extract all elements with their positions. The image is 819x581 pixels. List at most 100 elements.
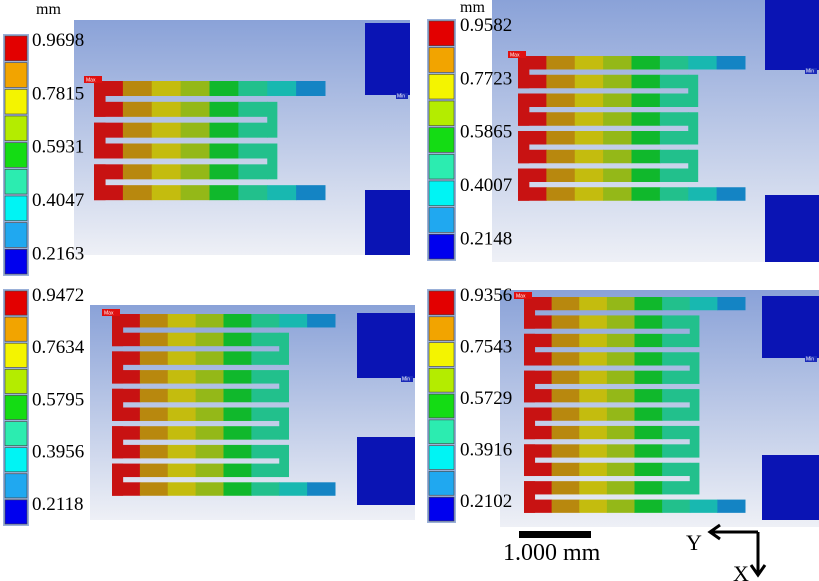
beam-segment: [574, 93, 604, 107]
beam-segment: [631, 112, 661, 126]
colorbar-swatch: [4, 473, 28, 499]
result-panel: Max Min 0.9698 0.7815 0.5931 0.4047 0.2163 mm: [3, 1, 410, 276]
beam-segment: [267, 185, 297, 201]
colorbar-swatch: [428, 100, 455, 126]
beam-segment: [579, 425, 608, 440]
beam-segment: [139, 370, 169, 384]
beam-segment: [606, 444, 635, 458]
beam-segment: [180, 101, 210, 117]
beam-segment: [688, 187, 718, 201]
colorbar-swatch: [428, 290, 455, 316]
beam-segment: [606, 425, 635, 440]
beam-segment: [139, 351, 169, 365]
beam-segment: [238, 81, 268, 96]
beam-anchor-connector: [518, 93, 530, 126]
beam-segment: [195, 332, 224, 347]
beam-segment: [223, 444, 252, 459]
colorbar-swatch: [428, 207, 455, 233]
colorbar-tick-label: 0.7723: [460, 68, 512, 89]
beam-connector: [279, 332, 290, 365]
min-tag: [401, 376, 413, 382]
beam-segment: [139, 388, 169, 403]
beam-connector: [688, 74, 699, 107]
beam-segment: [151, 81, 182, 96]
beam-segment: [223, 482, 252, 496]
beam-segment: [167, 351, 197, 365]
max-tag: [514, 292, 532, 299]
beam-connector: [689, 352, 700, 384]
beam-segment: [139, 482, 169, 496]
beam-segment: [574, 112, 604, 126]
beam-segment: [662, 370, 691, 384]
beam-segment: [546, 93, 576, 107]
min-tag-label: Min: [806, 69, 814, 75]
anchor-pad: [357, 437, 415, 505]
colorbar-swatch: [4, 447, 28, 473]
beam-segment: [139, 463, 169, 478]
colorbar-tick-label: 0.5729: [460, 388, 512, 409]
colorbar-swatch: [4, 62, 28, 88]
colorbar-swatch: [4, 115, 28, 141]
beam-segment: [151, 143, 182, 159]
beam-segment: [579, 462, 608, 477]
colorbar-swatch: [428, 445, 455, 470]
min-tag: [805, 68, 817, 74]
colorbar-tick-label: 0.7543: [460, 337, 512, 358]
beam-segment: [662, 425, 691, 440]
beam-segment: [546, 149, 576, 164]
max-tag-label: Max: [104, 311, 114, 317]
colorbar-tick-label: 0.2148: [460, 228, 512, 249]
beam-segment: [579, 315, 608, 329]
beam-segment: [122, 143, 153, 159]
colorbar-swatch: [4, 342, 28, 368]
beam-segment: [223, 351, 252, 365]
beam-segment: [279, 482, 308, 496]
beam-segment: [662, 462, 691, 477]
beam-segment: [634, 462, 663, 477]
beam-segment: [251, 388, 280, 403]
beam-segment: [122, 122, 153, 138]
beam-segment: [606, 315, 635, 329]
colorbar-tick-label: 0.2102: [460, 491, 512, 512]
anchor-pad: [365, 190, 410, 255]
anchor-pad: [762, 455, 819, 520]
beam-segment: [551, 315, 580, 329]
beam-segment: [546, 74, 576, 89]
beam-segment: [603, 74, 632, 89]
beam-segment: [603, 149, 632, 164]
beam-segment: [209, 164, 239, 180]
beam-segment: [238, 101, 268, 117]
beam-segment: [574, 56, 604, 70]
beam-segment: [662, 352, 691, 366]
beam-segment: [209, 185, 239, 201]
colorbar-swatch: [428, 342, 455, 367]
colorbar-tick-label: 0.3916: [460, 440, 512, 461]
beam-segment: [307, 314, 336, 328]
result-panel: Max Min 0.9356 0.7543 0.5729 0.3916 0.2102: [427, 285, 819, 527]
beam-segment: [223, 407, 252, 421]
colorbar-tick-label: 0.5931: [32, 137, 84, 158]
anchor-pad: [765, 0, 819, 70]
beam-segment: [209, 81, 239, 96]
beam-anchor-connector: [518, 131, 530, 164]
beam-anchor-connector: [524, 333, 536, 366]
beam-segment: [631, 74, 661, 89]
beam-segment: [659, 56, 689, 70]
beam-anchor-connector: [518, 168, 530, 201]
colorbar-swatch: [4, 35, 28, 61]
result-panel: Max Min 0.9582 0.7723 0.5865 0.4007 0.2148 mm: [427, 0, 819, 262]
beam-segment: [195, 314, 224, 328]
beam-segment: [606, 297, 635, 311]
result-panel: Max Min 0.9472 0.7634 0.5795 0.3956 0.2118: [3, 285, 415, 526]
beam-anchor-connector: [94, 164, 106, 201]
beam-segment: [579, 499, 608, 513]
beam-segment: [122, 81, 153, 96]
beam-segment: [546, 131, 576, 145]
beam-segment: [251, 314, 280, 328]
beam-segment: [251, 463, 280, 478]
beam-segment: [606, 333, 635, 348]
beam-segment: [223, 463, 252, 478]
beam-segment: [546, 112, 576, 126]
beam-segment: [634, 425, 663, 440]
